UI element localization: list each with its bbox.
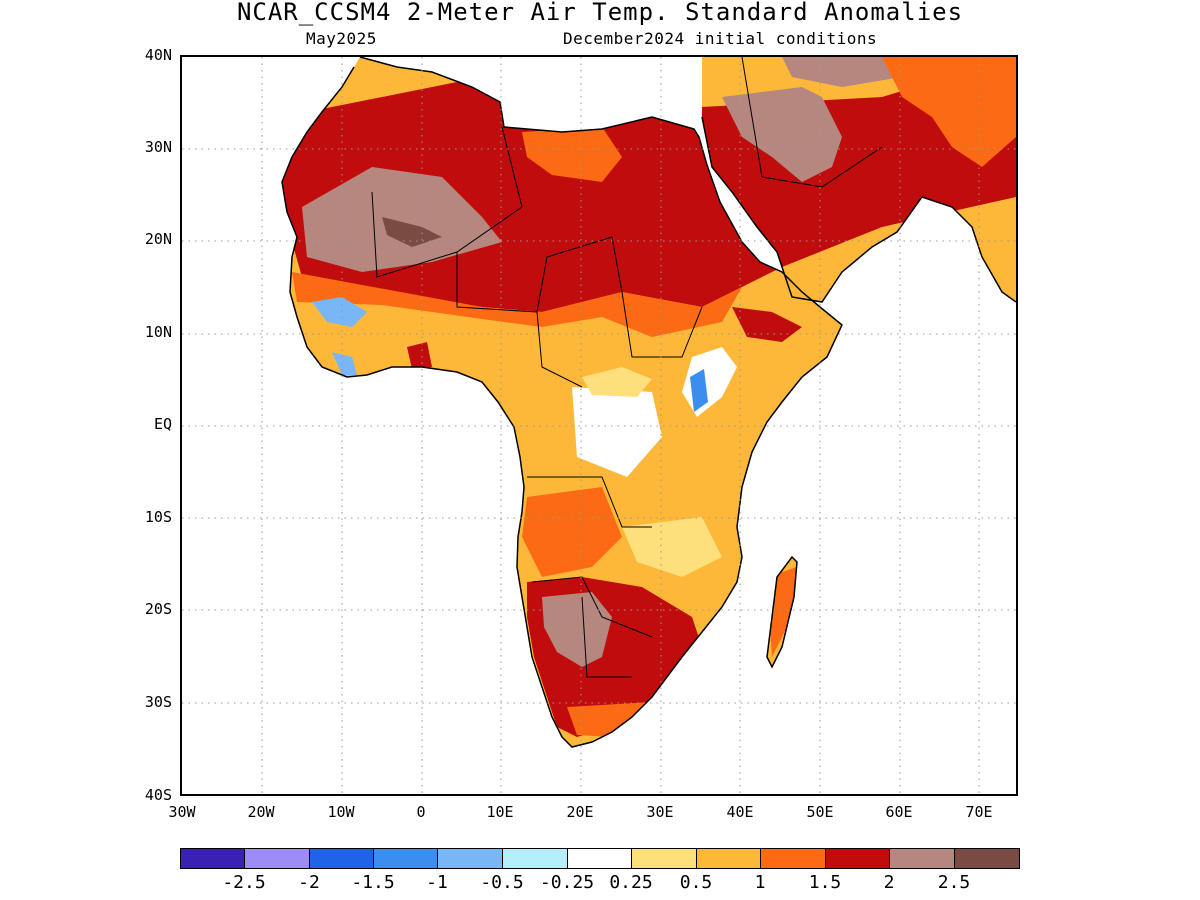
shade-0.25-0.5 (582, 367, 652, 397)
colorbar-label: 1 (754, 872, 766, 893)
colorbar-label: -2.5 (222, 872, 266, 893)
colorbar-label: 1.5 (808, 872, 842, 893)
country-borders (371, 57, 883, 678)
shade-1-1.5 (522, 487, 622, 577)
shade-1-1.5 (292, 272, 742, 337)
colorbar-swatch (373, 848, 438, 869)
shade-neg-0.5 (332, 352, 357, 375)
y-tick-label: 20S (144, 600, 172, 618)
y-tick-label: 30S (144, 693, 172, 711)
border (456, 236, 623, 313)
colorbar-swatch (825, 848, 890, 869)
shade-1-1.5 (522, 127, 622, 182)
coastlines (281, 57, 1016, 748)
colorbar-label: 2.5 (937, 872, 971, 893)
shade-0.25-0.5 (622, 517, 722, 577)
shade-2-2.5 (542, 592, 612, 667)
map-canvas (182, 57, 1016, 794)
y-tick-label: 40N (144, 46, 172, 64)
colorbar-label: -0.5 (480, 872, 524, 893)
colorbar-label: -1 (426, 872, 448, 893)
x-tick-label: 20W (247, 803, 275, 821)
shade-2-2.5 (782, 57, 902, 87)
x-tick-label: 10E (486, 803, 514, 821)
shade-neg-0.5 (312, 297, 367, 327)
shade-2-2.5 (722, 87, 842, 182)
x-tick-label: 10W (327, 803, 355, 821)
colorbar-swatch (437, 848, 503, 869)
colorbar-swatch (567, 848, 632, 869)
colorbar-swatch (244, 848, 310, 869)
border (527, 476, 652, 528)
shade-neg-1 (690, 369, 708, 412)
colorbar-swatch (309, 848, 374, 869)
colorbar-label: -2 (298, 872, 320, 893)
border (621, 291, 703, 358)
madagascar-coast (766, 555, 798, 669)
colorbar-swatch (696, 848, 761, 869)
border (536, 311, 583, 388)
x-tick-label: 60E (885, 803, 913, 821)
anomaly-map (180, 55, 1018, 796)
colorbar-swatch (954, 848, 1020, 869)
border (741, 57, 883, 188)
colorbar-swatch (502, 848, 568, 869)
forecast-month: May2025 (306, 29, 377, 48)
shade-neutral (572, 387, 662, 477)
y-tick-label: 10N (144, 323, 172, 341)
colorbar-label: 0.5 (679, 872, 713, 893)
shade-gt-2.5 (382, 217, 442, 247)
colorbar-label: 2 (883, 872, 895, 893)
x-tick-label: 20E (566, 803, 594, 821)
border (581, 596, 632, 678)
arabia-coast (701, 116, 1016, 303)
initial-conditions: December2024 initial conditions (563, 29, 878, 48)
colorbar-label: 0.25 (609, 872, 653, 893)
shade-1-1.5 (882, 57, 1016, 167)
graticule (182, 57, 1016, 794)
x-tick-label: 0 (416, 803, 426, 821)
shade-1.5-2 (732, 307, 802, 342)
chart-title: NCAR_CCSM4 2-Meter Air Temp. Standard An… (236, 0, 964, 26)
y-tick-label: 40S (144, 786, 172, 804)
x-tick-label: 50E (806, 803, 834, 821)
x-tick-label: 30E (646, 803, 674, 821)
y-tick-label: 30N (144, 138, 172, 156)
x-tick-label: 30W (168, 803, 196, 821)
y-tick-label: EQ (153, 415, 172, 433)
colorbar-swatch (631, 848, 697, 869)
border (531, 576, 653, 638)
colorbar-swatch (760, 848, 826, 869)
y-tick-label: 10S (144, 508, 172, 526)
y-tick-label: 20N (144, 230, 172, 248)
x-tick-label: 70E (965, 803, 993, 821)
shade-1.5-2 (407, 342, 432, 369)
x-tick-label: 40E (726, 803, 754, 821)
colorbar-swatch (889, 848, 955, 869)
colorbar-swatch (180, 848, 245, 869)
africa-coast (281, 57, 843, 748)
colorbar-label: -1.5 (351, 872, 395, 893)
colorbar-label: -0.25 (539, 872, 595, 893)
shade-2-2.5 (302, 167, 502, 272)
